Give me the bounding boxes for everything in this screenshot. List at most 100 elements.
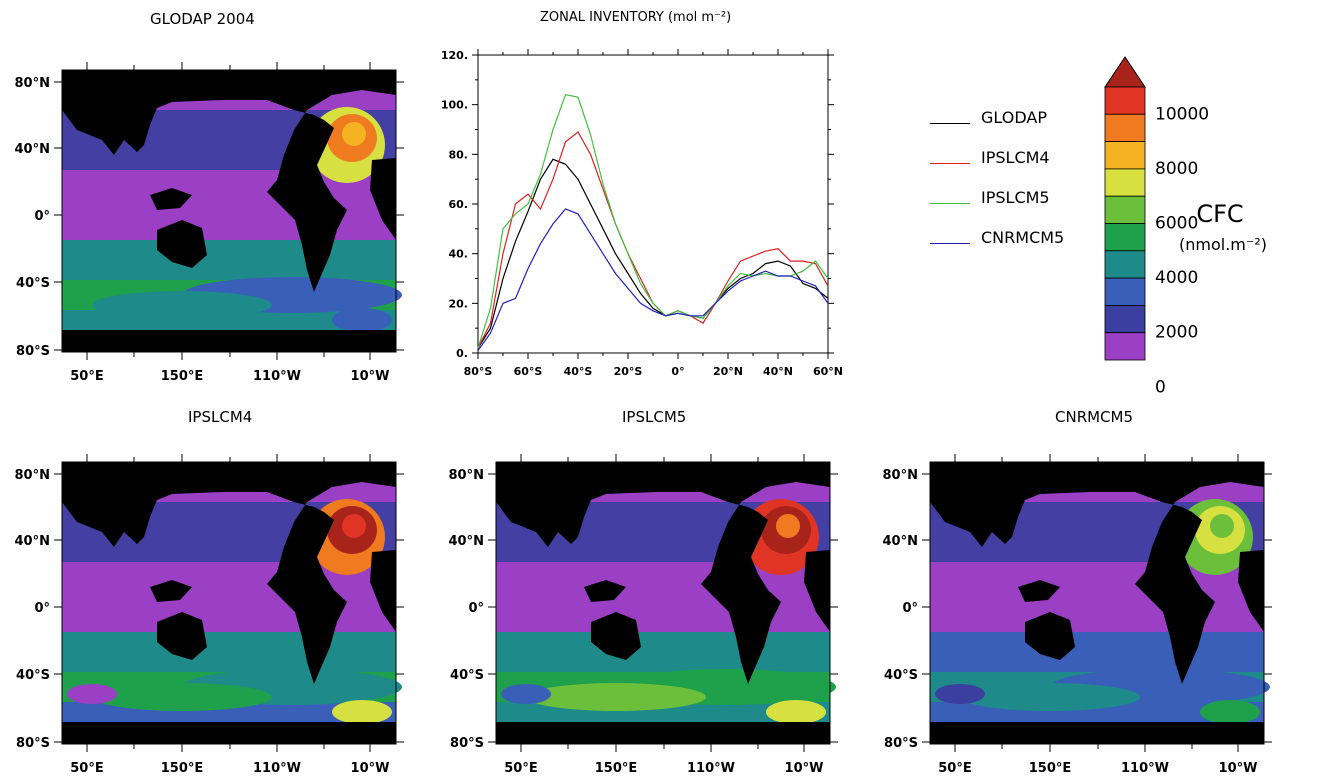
colorbar-segment: [1104, 195, 1146, 224]
southern-ocean-2: [526, 683, 706, 711]
colorbar-tick-label: 2000: [1155, 323, 1198, 343]
legend: GLODAP IPSLCM4 IPSLCM5 CNRMCM5: [925, 100, 1095, 260]
southern-ocean-2: [960, 683, 1140, 711]
landmass-maritime-continent: [150, 580, 192, 602]
lat-label: 40°N: [883, 534, 918, 549]
north-atlantic-peak: [342, 122, 366, 146]
y-tick-label: 80.: [449, 148, 469, 161]
lon-label: 10°W: [351, 369, 390, 380]
map-svg: 80°N 40°N 0° 40°S 80°S 50°E 150°E 110°W 10°W: [883, 454, 1272, 776]
landmass-americas-eurasia: [496, 462, 830, 684]
map-panel-ipslcm4: 80°N 40°N 0° 40°S 80°S 50°E 150°E 110°W 10°W: [10, 432, 410, 776]
colorbar-segment: [1104, 223, 1146, 252]
lon-label: 50°E: [504, 761, 537, 776]
lon-label: 10°W: [1219, 761, 1258, 776]
indian-sector-feature: [67, 684, 117, 704]
x-tick-label: 40°N: [763, 365, 793, 378]
southern-ocean-3: [332, 700, 392, 724]
lon-label: 50°E: [70, 369, 103, 380]
map-frame: [61, 461, 397, 745]
lat-label: 0°: [34, 601, 50, 616]
series-line-glodap: [477, 158, 829, 349]
southern-ocean-3: [332, 308, 392, 332]
landmass-americas-eurasia: [62, 70, 396, 292]
y-tick-label: 100.: [441, 99, 468, 112]
lat-label: 40°S: [16, 668, 50, 683]
lon-label: 10°W: [351, 761, 390, 776]
lat-label: 80°S: [16, 736, 50, 751]
series-line-ipslcm5: [477, 94, 829, 349]
landmass-antarctica: [62, 330, 396, 352]
lon-label: 150°E: [595, 761, 638, 776]
map-panel-ipslcm5: 80°N 40°N 0° 40°S 80°S 50°E 150°E 110°W 10°W: [444, 432, 844, 776]
legend-item-ipslcm4: IPSLCM4: [925, 148, 1095, 168]
southern-ocean-2: [92, 683, 272, 711]
panel-title-ipslcm5: IPSLCM5: [622, 408, 687, 426]
map-svg: 80°N 40°N 0° 40°S 80°S 50°E 150°E 110°W 10°W: [15, 454, 404, 776]
landmass-antarctica: [496, 722, 830, 744]
southern-ocean-3: [1200, 700, 1260, 724]
lon-label: 50°E: [938, 761, 971, 776]
legend-item-ipslcm5: IPSLCM5: [925, 188, 1095, 208]
colorbar-tick-label: 4000: [1155, 268, 1198, 288]
y-tick-label: 40.: [449, 248, 469, 261]
colorbar-segment: [1104, 141, 1146, 170]
landmass-australia: [591, 612, 641, 660]
legend-item-glodap: GLODAP: [925, 108, 1095, 128]
legend-line-glodap: [930, 123, 970, 124]
legend-line-ipslcm5: [930, 203, 970, 204]
map-panel-cnrmcm5: 80°N 40°N 0° 40°S 80°S 50°E 150°E 110°W 10°W: [878, 432, 1278, 776]
colorbar-tick-label: 8000: [1155, 159, 1198, 179]
landmass-americas-eurasia: [930, 462, 1264, 684]
southern-ocean-2: [92, 291, 272, 319]
landmass-africa: [804, 550, 830, 632]
north-atlantic-peak: [342, 514, 366, 538]
legend-item-cnrmcm5: CNRMCM5: [925, 228, 1095, 248]
southern-ocean-3: [766, 700, 826, 724]
legend-label-ipslcm5: IPSLCM5: [981, 188, 1050, 207]
x-tick-label: 0°: [671, 365, 684, 378]
lat-label: 40°S: [16, 276, 50, 291]
x-tick-label: 60°S: [514, 365, 543, 378]
lat-label: 40°N: [15, 142, 50, 157]
lat-label: 40°N: [15, 534, 50, 549]
ocean-band-south-1: [496, 632, 830, 672]
map-panel-glodap: 80°N 40°N 0° 40°S 80°S 50°E 150°E 110°W 10°W: [10, 40, 410, 384]
landmass-africa: [370, 550, 396, 632]
colorbar-segment: [1104, 277, 1146, 306]
panel-title-glodap: GLODAP 2004: [150, 10, 255, 28]
ocean-band-south-1: [62, 632, 396, 672]
y-tick-label: 20.: [449, 297, 469, 310]
x-tick-label: 20°N: [713, 365, 743, 378]
colorbar-segment: [1104, 304, 1146, 334]
lat-label: 80°N: [15, 468, 50, 483]
lat-label: 80°S: [16, 344, 50, 359]
colorbar-tick-label: 10000: [1155, 104, 1209, 124]
ocean-band-south-1: [930, 632, 1264, 672]
landmass-antarctica: [930, 722, 1264, 744]
lat-label: 40°N: [449, 534, 484, 549]
y-tick-label: 120.: [441, 49, 468, 62]
lon-label: 10°W: [785, 761, 824, 776]
lat-label: 80°N: [449, 468, 484, 483]
colorbar-unit: (nmol.m⁻²): [1179, 235, 1267, 254]
indian-sector-feature: [501, 684, 551, 704]
landmass-maritime-continent: [584, 580, 626, 602]
x-tick-label: 40°S: [564, 365, 593, 378]
colorbar: 10000 8000 6000 4000 2000 0 CFC (nmol.m⁻²): [1104, 56, 1267, 397]
map-frame: [61, 69, 397, 353]
colorbar-tick-label: 6000: [1155, 214, 1198, 234]
map-frame: [929, 461, 1265, 745]
lon-label: 110°W: [687, 761, 735, 776]
lat-label: 0°: [902, 601, 918, 616]
landmass-maritime-continent: [150, 188, 192, 210]
chart-title: ZONAL INVENTORY (mol m⁻²): [540, 10, 731, 25]
lat-label: 40°S: [450, 668, 484, 683]
lon-label: 110°W: [1121, 761, 1169, 776]
x-tick-label: 80°S: [464, 365, 493, 378]
landmass-africa: [370, 158, 396, 240]
map-svg: 80°N 40°N 0° 40°S 80°S 50°E 150°E 110°W 10°W: [15, 62, 404, 384]
y-tick-label: 60.: [449, 198, 469, 211]
lon-label: 50°E: [70, 761, 103, 776]
legend-label-glodap: GLODAP: [981, 108, 1047, 127]
